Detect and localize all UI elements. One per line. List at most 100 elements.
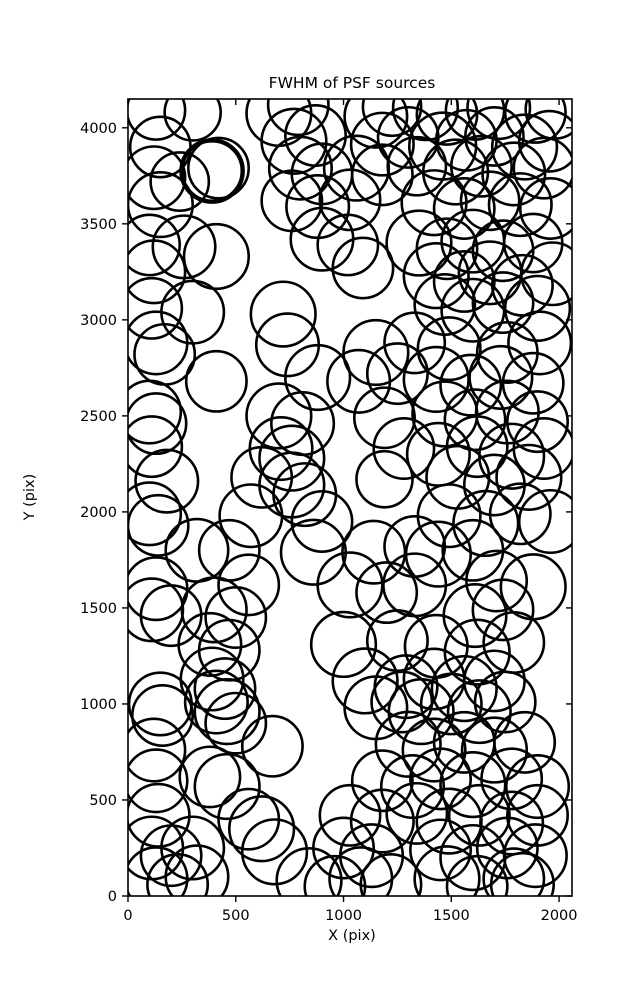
x-tick-label: 0 — [123, 908, 132, 924]
psf-circle — [512, 136, 572, 200]
psf-circle — [432, 177, 496, 240]
psf-circle — [284, 104, 347, 167]
psf-circle — [355, 561, 419, 625]
psf-circle — [128, 99, 187, 141]
psf-circle — [146, 853, 210, 896]
psf-circle — [488, 482, 552, 546]
psf-circle — [350, 143, 414, 207]
psf-circle — [439, 353, 503, 417]
psf-circle — [275, 847, 343, 896]
axis-ticks-layer — [122, 99, 572, 902]
psf-circle — [517, 109, 572, 173]
psf-circle — [445, 415, 509, 479]
psf-circle — [462, 649, 526, 713]
psf-circle — [480, 747, 544, 811]
psf-circle — [409, 747, 472, 811]
psf-circle — [432, 249, 496, 313]
psf-circle — [218, 483, 284, 549]
selected-psf-circle — [179, 138, 245, 204]
psf-circle — [502, 823, 568, 889]
psf-circle — [409, 818, 472, 882]
axes-frame — [127, 98, 573, 897]
psf-circle — [128, 493, 190, 557]
psf-circle — [465, 549, 529, 613]
psf-circle — [316, 213, 380, 277]
psf-circle — [290, 490, 354, 553]
psf-circle — [493, 710, 557, 774]
psf-circle — [518, 177, 572, 240]
psf-circle — [517, 488, 572, 555]
x-tick-label: 1500 — [433, 908, 470, 924]
y-tick-label: 500 — [89, 793, 117, 809]
psf-circle — [134, 448, 200, 514]
psf-circle — [402, 242, 470, 310]
psf-circle — [482, 847, 546, 896]
psf-circle — [446, 679, 512, 745]
psf-circle — [204, 691, 268, 755]
psf-circle — [507, 310, 572, 376]
psf-circle — [361, 99, 423, 138]
psf-circle — [471, 578, 535, 642]
psf-circle — [193, 677, 261, 746]
psf-circle — [318, 783, 382, 847]
psf-circle — [466, 99, 532, 141]
psf-circle — [128, 276, 184, 340]
psf-circle — [128, 415, 184, 479]
psf-circle — [447, 783, 511, 847]
psf-circle — [260, 107, 328, 175]
y-tick-label: 4000 — [80, 121, 117, 137]
psf-circle — [128, 171, 194, 239]
psf-circle — [376, 105, 440, 169]
y-tick-label: 2000 — [80, 505, 117, 521]
psf-circle — [386, 135, 448, 197]
psf-circle — [365, 609, 429, 673]
psf-circle — [468, 344, 534, 411]
psf-circle — [128, 392, 188, 456]
axis-tick-labels: 0 500 1000 1500 2000 0 500 1000 1500 2000 2500 3000… — [80, 121, 577, 924]
psf-circle — [284, 343, 352, 412]
psf-circle — [501, 351, 565, 415]
psf-circle — [240, 818, 309, 886]
psf-circle — [193, 657, 257, 721]
psf-circle — [331, 236, 395, 300]
psf-circle — [328, 846, 394, 896]
psf-circle — [506, 390, 569, 454]
psf-circle — [473, 670, 537, 734]
psf-circle — [128, 748, 189, 814]
psf-circle — [487, 172, 553, 238]
psf-circle — [370, 670, 434, 734]
psf-circle — [374, 710, 442, 778]
psf-circle — [204, 586, 268, 650]
psf-circle — [419, 672, 483, 736]
page-title: FWHM of PSF sources — [269, 74, 436, 92]
psf-circle — [183, 669, 249, 735]
psf-circle — [353, 386, 416, 450]
psf-circle — [355, 449, 414, 509]
psf-circle — [249, 280, 317, 348]
psf-circle — [184, 349, 248, 413]
x-tick-label: 1000 — [325, 908, 362, 924]
psf-circle — [128, 481, 183, 547]
psf-circle — [489, 851, 555, 896]
psf-circle — [400, 169, 468, 237]
psf-circle — [267, 135, 333, 201]
psf-circle — [128, 717, 187, 783]
psf-circle — [401, 717, 467, 783]
psf-circle — [430, 654, 498, 723]
psf-circle — [230, 445, 294, 509]
psf-circle — [245, 382, 313, 450]
x-axis-label: X (pix) — [328, 928, 376, 944]
y-tick-label: 1000 — [80, 697, 117, 713]
psf-circle — [258, 424, 326, 492]
psf-circle — [503, 274, 572, 342]
psf-circle — [128, 239, 187, 305]
psf-circle — [495, 443, 563, 511]
psf-circle — [349, 111, 415, 177]
psf-circle — [331, 647, 399, 715]
psf-circle — [180, 576, 248, 644]
psf-circle — [460, 716, 529, 784]
psf-circle — [178, 745, 242, 809]
psf-circle — [228, 795, 296, 863]
psf-circle — [459, 170, 521, 232]
